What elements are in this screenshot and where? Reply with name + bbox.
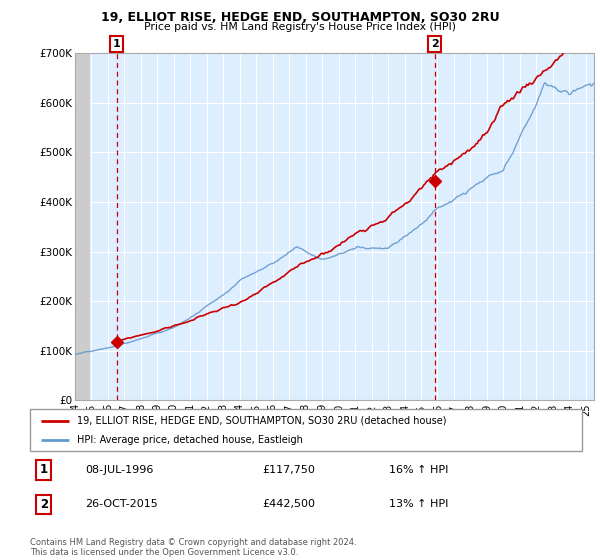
Text: 08-JUL-1996: 08-JUL-1996 — [85, 465, 154, 475]
Text: 2: 2 — [431, 39, 439, 49]
Text: 19, ELLIOT RISE, HEDGE END, SOUTHAMPTON, SO30 2RU: 19, ELLIOT RISE, HEDGE END, SOUTHAMPTON,… — [101, 11, 499, 24]
Text: 16% ↑ HPI: 16% ↑ HPI — [389, 465, 448, 475]
Text: Contains HM Land Registry data © Crown copyright and database right 2024.
This d: Contains HM Land Registry data © Crown c… — [30, 538, 356, 557]
Text: 1: 1 — [113, 39, 121, 49]
Text: HPI: Average price, detached house, Eastleigh: HPI: Average price, detached house, East… — [77, 435, 303, 445]
Text: £117,750: £117,750 — [262, 465, 315, 475]
Text: 19, ELLIOT RISE, HEDGE END, SOUTHAMPTON, SO30 2RU (detached house): 19, ELLIOT RISE, HEDGE END, SOUTHAMPTON,… — [77, 416, 446, 426]
Text: 1: 1 — [40, 464, 48, 477]
FancyBboxPatch shape — [30, 409, 582, 451]
Bar — [75, 53, 90, 400]
Text: £442,500: £442,500 — [262, 500, 315, 510]
Text: Price paid vs. HM Land Registry's House Price Index (HPI): Price paid vs. HM Land Registry's House … — [144, 22, 456, 32]
Text: 26-OCT-2015: 26-OCT-2015 — [85, 500, 158, 510]
Text: 13% ↑ HPI: 13% ↑ HPI — [389, 500, 448, 510]
Text: 2: 2 — [40, 498, 48, 511]
